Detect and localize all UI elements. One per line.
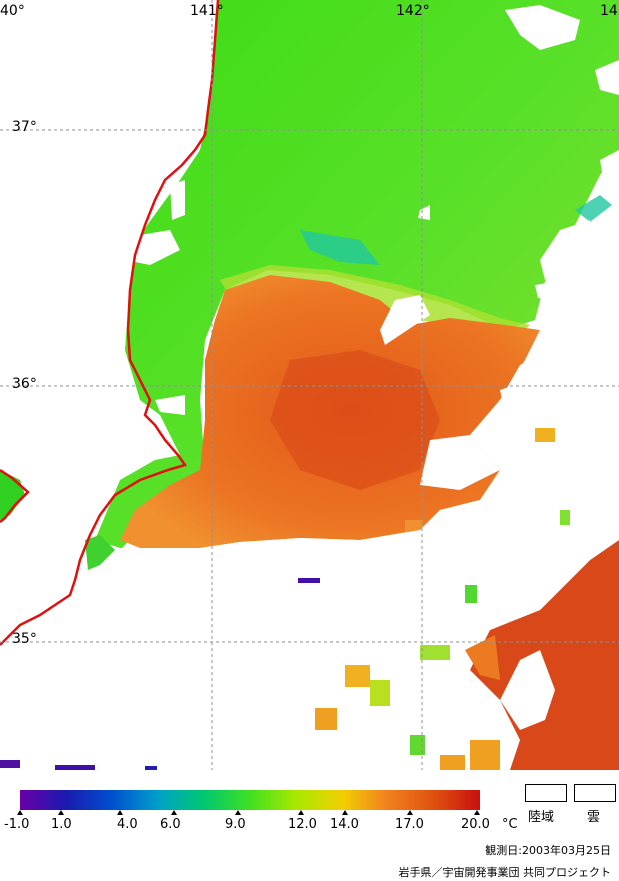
cloud-area <box>155 395 185 415</box>
lon-label: 40° <box>0 3 25 19</box>
cloud-area <box>0 350 619 770</box>
colorbar-tick-label: 4.0 <box>117 817 138 832</box>
cold-spot <box>145 766 157 770</box>
cold-spot <box>0 760 20 768</box>
colorbar-tick-label: 14.0 <box>330 817 359 832</box>
warm-water-region-south <box>470 540 619 770</box>
warm-core <box>270 350 440 490</box>
colorbar-tick-label: -1.0 <box>4 817 30 832</box>
lon-label: 142° <box>396 3 430 19</box>
sst-patch <box>560 510 570 525</box>
colorbar-tick-label: 9.0 <box>225 817 246 832</box>
cloud-legend-swatch <box>574 784 616 802</box>
graticule <box>0 0 619 770</box>
cloud-area <box>505 5 580 50</box>
cloud-area <box>500 385 520 412</box>
colorbar-tick-label: 17.0 <box>395 817 424 832</box>
sst-patch <box>470 740 500 770</box>
sst-patch <box>370 680 390 706</box>
cloud-area <box>500 650 555 730</box>
cloud-area <box>535 280 565 300</box>
warm-water-region-south-edge <box>465 635 500 680</box>
observation-date: 観測日:2003年03月25日 <box>485 844 611 857</box>
sea-temperature-map <box>0 0 619 770</box>
sst-patch <box>535 428 555 442</box>
colorbar-tick-label: 1.0 <box>51 817 72 832</box>
cold-streak <box>575 195 612 222</box>
cloud-area <box>600 150 619 195</box>
sst-patch <box>315 708 337 730</box>
cloud-area <box>595 60 619 95</box>
cloud-legend-label: 雲 <box>587 810 601 825</box>
lon-label: 141° <box>190 3 224 19</box>
lon-label: 14 <box>600 3 618 19</box>
sst-patch <box>465 585 477 603</box>
colorbar-tick-marks <box>17 810 480 815</box>
cloud-area <box>380 295 430 345</box>
sst-patch <box>298 578 320 583</box>
cloud-area <box>420 435 500 490</box>
cloud-area <box>540 220 590 280</box>
coastline <box>0 0 220 646</box>
colorbar-tick-label: 6.0 <box>160 817 181 832</box>
coastal-water <box>85 535 115 570</box>
sst-patch <box>420 645 450 660</box>
sst-patch <box>440 755 465 770</box>
land-legend-label: 陸域 <box>528 810 555 825</box>
land-legend-swatch <box>525 784 567 802</box>
lat-label: 35° <box>12 631 37 647</box>
lat-label: 36° <box>12 376 37 392</box>
colorbar-unit: °C <box>502 817 518 832</box>
colorbar-tick-label: 20.0 <box>461 817 490 832</box>
lat-label: 37° <box>12 119 37 135</box>
cloud-area <box>418 205 430 220</box>
cold-streak <box>300 230 380 265</box>
credit-line: 岩手県／宇宙開発事業団 共同プロジェクト <box>398 866 612 879</box>
coastline-peninsula <box>0 468 30 523</box>
sst-patch <box>345 665 370 687</box>
cloud-area <box>135 230 180 265</box>
cloud-area <box>170 180 185 220</box>
temperature-colorbar <box>20 790 480 810</box>
cold-spot <box>55 765 95 770</box>
sst-patch <box>410 735 425 755</box>
colorbar-tick-label: 12.0 <box>288 817 317 832</box>
